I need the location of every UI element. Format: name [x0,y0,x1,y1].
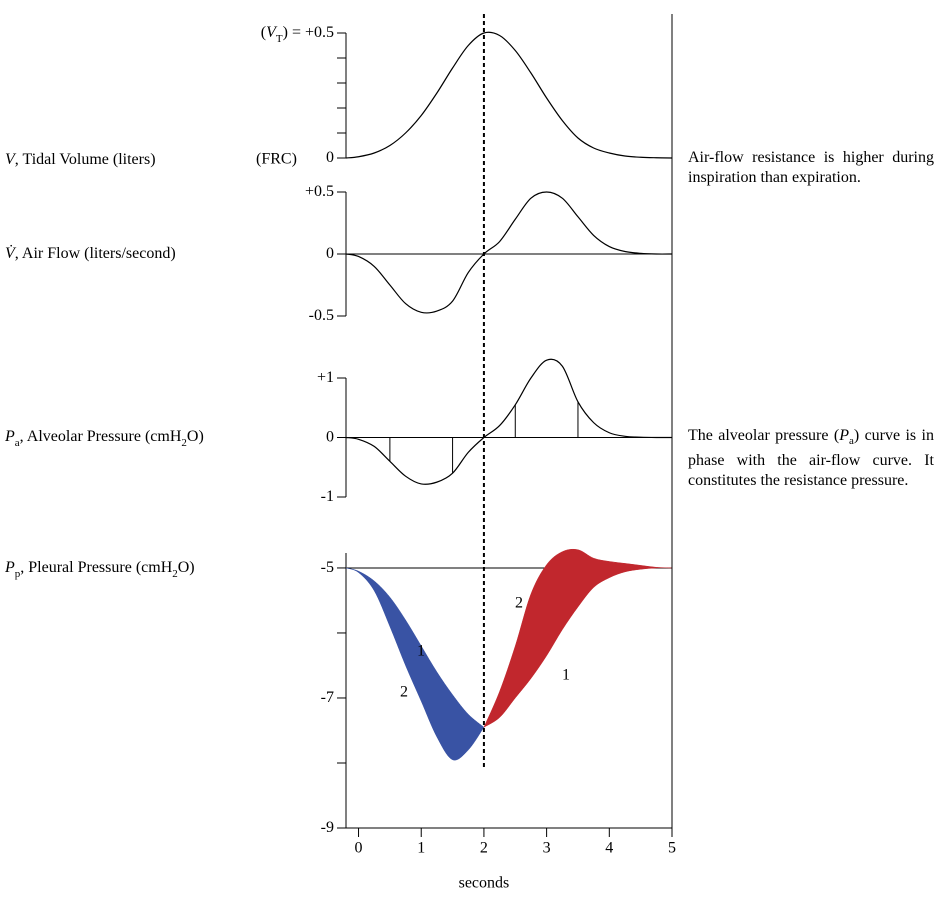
series-label: 1 [417,643,425,660]
text-part: V [266,24,278,41]
y-tick-label: 0 [326,149,334,166]
text-part: , Tidal Volume (liters) [15,151,156,168]
text-part: V̇ [5,244,17,261]
y-axis-label: Pp, Pleural Pressure (cmH2O) [4,559,195,580]
text-part: p [15,568,21,580]
y-tick-label: -9 [321,819,334,836]
y-tick-label: 0 [326,428,334,445]
baseline-note: (FRC) [256,151,297,168]
text-part: P [4,559,15,576]
y-tick-label: -1 [321,488,334,505]
line [345,358,673,485]
band-fill [345,567,485,761]
y-tick-label: +1 [317,369,334,386]
y-tick-label: +0.5 [305,183,334,200]
y-tick-label: -7 [321,689,334,706]
y-tick-label: 0 [326,149,334,166]
line [345,31,673,159]
text-part: T [276,33,283,45]
y-tick-label: 0 [326,245,334,262]
text-part: a [15,437,20,449]
series-label: 2 [515,595,523,612]
text-part: The alveolar pressure ( [688,427,840,444]
y-tick-label: 0 [326,428,334,445]
text-part: ) = [283,24,305,41]
y-tick-label: -9 [321,819,334,836]
y-tick-label: -0.5 [309,307,334,324]
annotation: The alveolar pressure (Pa) curve is in p… [688,426,934,491]
text-part: a [848,435,854,448]
text-part: O) [187,428,204,445]
text-part: O) [178,559,195,576]
y-tick-label: -0.5 [309,307,334,324]
text-part: , Pleural Pressure (cmH [20,559,172,576]
text-part: P [839,427,849,444]
x-tick-label: 5 [668,840,676,857]
y-axis-label: V, Tidal Volume (liters) [5,151,156,168]
x-axis-label: seconds [459,875,510,892]
y-tick-label: (VT) = +0.5 [261,24,334,45]
text-part: P [4,428,15,445]
annotation: Air-flow resistance is higher during ins… [688,148,934,188]
series-label: 2 [400,684,408,701]
y-tick-label: +1 [317,369,334,386]
text-part: , Air Flow (liters/second) [15,245,176,262]
x-tick-label: 4 [605,840,613,857]
text-part: V [5,151,17,168]
text-part: , Alveolar Pressure (cmH [20,428,182,445]
series-label: 1 [562,667,570,684]
y-axis-label: V̇, Air Flow (liters/second) [5,244,176,261]
y-tick-label: +0.5 [305,24,334,41]
y-axis-label: Pa, Alveolar Pressure (cmH2O) [4,428,204,449]
text-part: Air-flow resistance is higher during ins… [688,149,934,186]
y-tick-label: -7 [321,689,334,706]
text-part: 2 [181,437,187,449]
band-fill [483,548,673,728]
x-tick-label: 0 [355,840,363,857]
text-part: ( [261,24,266,41]
x-tick-label: 3 [543,840,551,857]
line [345,191,673,314]
y-tick-label: -5 [321,559,334,576]
x-tick-label: 2 [480,840,488,857]
y-tick-label: 0 [326,245,334,262]
y-tick-label: -5 [321,559,334,576]
text-part: ) curve is in phase with the air-flow cu… [688,427,934,490]
x-tick-label: 1 [417,840,425,857]
y-tick-label: +0.5 [305,183,334,200]
text-part: 2 [172,568,178,580]
y-tick-label: -1 [321,488,334,505]
